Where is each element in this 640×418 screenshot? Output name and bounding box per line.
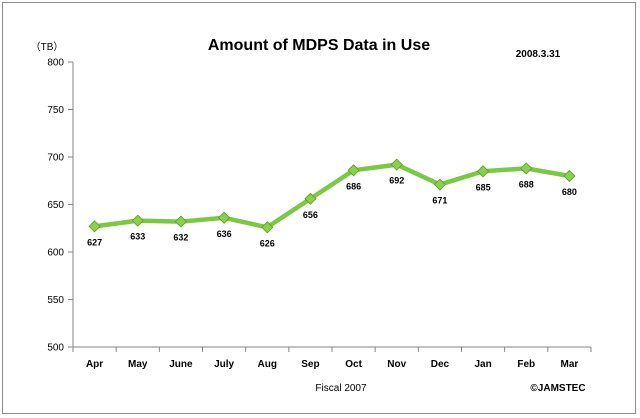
y-tick-label: 500 <box>47 343 64 354</box>
data-point <box>390 158 403 171</box>
series-layer: 627 633 632 636 626 656 686 692 671 685 688 680 <box>87 158 577 248</box>
data-label: 688 <box>519 179 534 189</box>
data-point <box>174 215 187 228</box>
y-tick-label: 600 <box>47 248 64 259</box>
data-label: 685 <box>476 182 491 192</box>
x-tick-label: Aug <box>258 359 277 370</box>
data-label: 633 <box>130 232 145 242</box>
x-tick-label: July <box>214 359 234 370</box>
chart-title: Amount of MDPS Data in Use <box>208 37 430 54</box>
data-label: 627 <box>87 237 102 247</box>
x-tick-label: Jan <box>474 359 491 370</box>
x-tick-label: Nov <box>387 359 406 370</box>
data-point <box>261 221 274 234</box>
data-label: 680 <box>562 187 577 197</box>
date-label: 2008.3.31 <box>516 49 561 60</box>
x-tick-label: Dec <box>431 359 450 370</box>
credit-label: ©JAMSTEC <box>530 383 585 394</box>
series-line <box>92 162 572 230</box>
chart-frame: Amount of MDPS Data in Use 2008.3.31 （TB… <box>2 2 636 414</box>
data-label: 636 <box>217 229 232 239</box>
x-tick-label: June <box>169 359 193 370</box>
x-tick-label: Apr <box>86 359 103 370</box>
y-axis-unit: （TB） <box>31 41 64 53</box>
x-tick-label: Feb <box>517 359 535 370</box>
data-point <box>218 211 231 224</box>
data-label: 626 <box>260 238 275 248</box>
data-label: 686 <box>346 181 361 191</box>
y-tick-label: 700 <box>47 153 64 164</box>
y-tick-label: 650 <box>47 200 64 211</box>
x-axis-title: Fiscal 2007 <box>315 383 367 394</box>
data-point <box>131 214 144 227</box>
y-tick-label: 800 <box>47 58 64 69</box>
data-point <box>563 169 576 183</box>
line-chart: Amount of MDPS Data in Use 2008.3.31 （TB… <box>31 37 592 394</box>
y-tick-label: 550 <box>47 295 64 306</box>
x-tick-label: Oct <box>345 359 362 370</box>
data-label: 671 <box>432 196 447 206</box>
x-tick-label: Sep <box>301 359 319 370</box>
data-label: 632 <box>173 233 188 243</box>
data-point <box>347 164 360 177</box>
data-point <box>433 178 446 191</box>
data-point <box>304 192 317 205</box>
data-label: 692 <box>389 176 404 186</box>
data-point <box>520 162 533 175</box>
x-tick-label: May <box>128 359 148 370</box>
data-label: 656 <box>303 210 318 220</box>
axes: 500 550 600 650 700 750 800 Apr May June July Aug Se… <box>47 58 592 370</box>
x-tick-label: Mar <box>561 359 579 370</box>
data-point <box>88 220 101 233</box>
y-tick-label: 750 <box>47 105 64 116</box>
data-point <box>477 165 490 178</box>
